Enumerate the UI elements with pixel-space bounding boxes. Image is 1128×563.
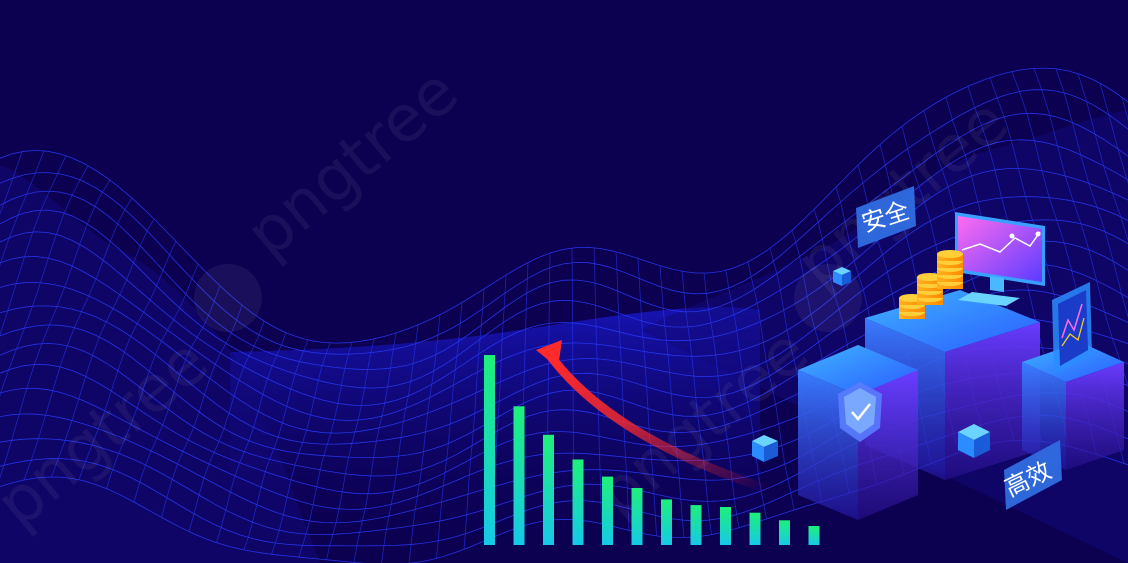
grid-column-line: [1077, 73, 1128, 242]
grid-column-line: [703, 273, 740, 528]
grid-column-line: [243, 339, 309, 551]
bar: [572, 459, 584, 545]
grid-column-line: [298, 342, 353, 558]
cube-icon-small-3: [958, 424, 990, 458]
grid-column-line: [51, 218, 155, 478]
coin-top: [917, 273, 943, 281]
trend-arrow-line: [547, 353, 775, 495]
front-left-block: [798, 345, 918, 520]
bar: [661, 499, 672, 545]
safety-tag: 安全: [856, 186, 916, 248]
bar: [484, 355, 495, 545]
bar: [631, 488, 643, 545]
bar: [543, 434, 554, 545]
grid-column-line: [463, 288, 485, 550]
grid-row-line: [0, 139, 1128, 389]
grid-row-line: [0, 219, 1128, 434]
grid-column-line: [0, 155, 67, 337]
bar: [513, 406, 525, 545]
left-mountain: [0, 165, 320, 563]
grid-column-line: [408, 314, 441, 563]
safety-tag-label: 安全: [858, 196, 912, 237]
grid-column-line: [0, 165, 89, 397]
grid-column-line: [659, 265, 685, 538]
grid-column-line: [78, 241, 177, 480]
cube-icon-small-2: [752, 435, 778, 462]
grid-row-line: [0, 168, 1128, 406]
grid-column-line: [0, 150, 45, 267]
shield-check-icon: [838, 382, 882, 442]
bar: [749, 512, 761, 545]
grid-row-line: [0, 112, 1128, 370]
bar-group: [484, 355, 820, 545]
grid-column-line: [615, 251, 630, 531]
grid-column-line: [1099, 83, 1128, 184]
grid-column-line: [747, 261, 795, 511]
bar: [720, 507, 731, 545]
watermark-logo-1: [194, 264, 262, 332]
grid-column-line: [188, 320, 265, 532]
grid-column-line: [436, 302, 463, 559]
grid-column-line: [637, 258, 657, 536]
trend-arrow-head: [536, 340, 562, 368]
grid-column-line: [216, 332, 287, 543]
phone-icon: [1052, 282, 1092, 374]
grid-row-line: [0, 89, 1128, 355]
grid-column-line: [23, 197, 133, 481]
grid-column-line: [1033, 68, 1128, 388]
coin-top: [937, 250, 963, 258]
bar: [808, 526, 820, 545]
coin-stack-icon: [899, 250, 963, 319]
grid-column-line: [133, 285, 221, 503]
grid-row-line: [0, 196, 1128, 421]
grid-column-line: [593, 247, 602, 524]
grid-column-line: [353, 332, 397, 563]
grid-column-line: [106, 263, 199, 489]
grid-column-line: [681, 271, 712, 535]
grid-column-line: [271, 342, 331, 555]
monitor-icon: [955, 212, 1045, 306]
bar: [602, 476, 613, 545]
cube-icon-small-1: [833, 267, 851, 286]
grid-column-line: [1055, 68, 1128, 319]
grid-column-line: [326, 338, 375, 560]
grid-column-line: [161, 305, 243, 518]
bar: [690, 505, 702, 545]
grid-column-line: [0, 179, 111, 479]
bar: [779, 520, 790, 545]
grid-column-line: [381, 324, 419, 563]
grid-row-line: [0, 67, 1128, 344]
